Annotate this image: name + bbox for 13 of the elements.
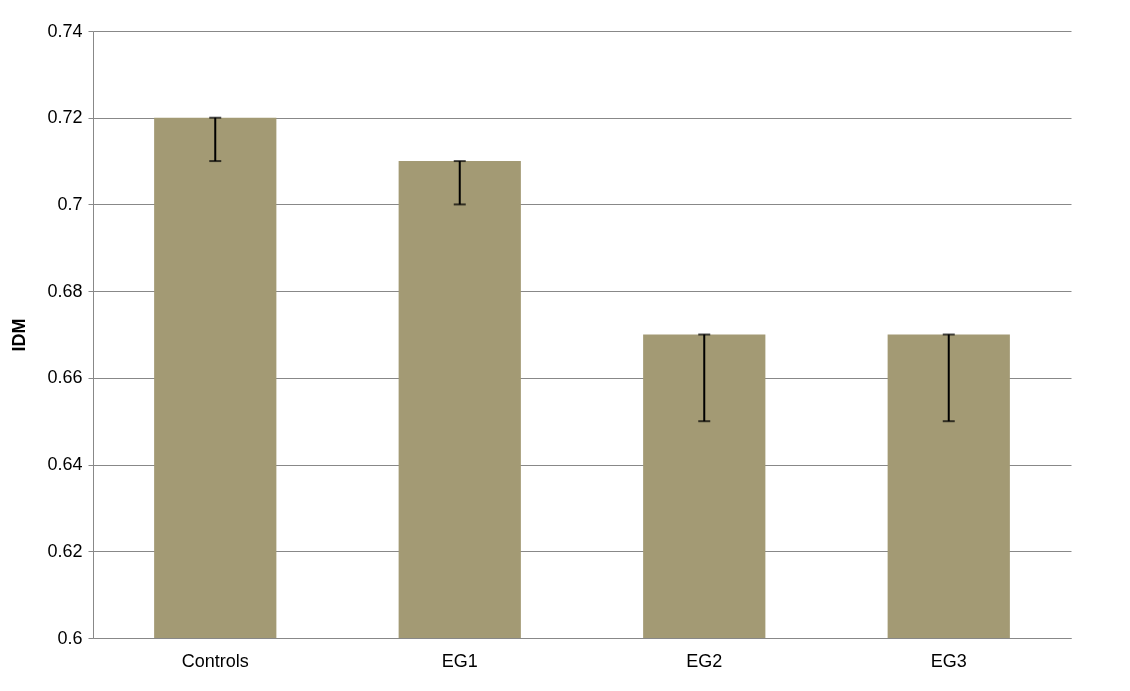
y-axis-title: IDM bbox=[9, 318, 30, 352]
y-tick-label: 0.62 bbox=[47, 540, 83, 561]
y-tick-label: 0.72 bbox=[47, 107, 83, 128]
x-tick-label: EG2 bbox=[686, 650, 723, 671]
y-tick-label: 0.68 bbox=[47, 280, 83, 301]
y-tick-label: 0.64 bbox=[47, 454, 83, 475]
x-tick-label: Controls bbox=[181, 650, 249, 671]
x-tick-label: EG3 bbox=[930, 650, 967, 671]
y-tick-label: 0.7 bbox=[57, 193, 83, 214]
y-tick-label: 0.66 bbox=[47, 367, 83, 388]
y-tick-label: 0.6 bbox=[57, 627, 83, 648]
y-tick-label: 0.74 bbox=[47, 20, 83, 41]
x-tick-label: EG1 bbox=[441, 650, 478, 671]
